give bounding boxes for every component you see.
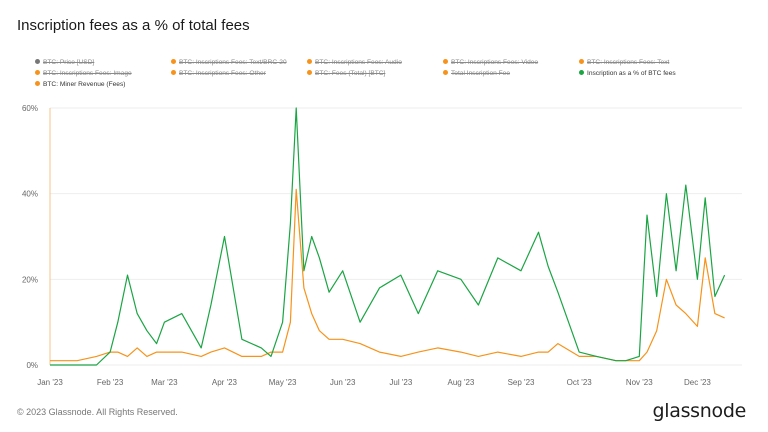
legend-dot-icon	[443, 69, 448, 75]
x-tick-label: May '23	[269, 378, 297, 387]
legend-dot-icon	[35, 58, 40, 64]
legend-item[interactable]: BTC: Price [USD]	[35, 58, 94, 68]
y-tick-label: 60%	[22, 104, 38, 113]
x-tick-label: Dec '23	[684, 378, 711, 387]
brand-logo[interactable]: glassnode	[652, 400, 747, 422]
x-tick-label: Jun '23	[330, 378, 356, 387]
y-tick-label: 0%	[26, 361, 38, 370]
legend-label: BTC: Miner Revenue (Fees)	[43, 81, 126, 88]
legend-dot-icon	[35, 80, 40, 86]
legend-item[interactable]: BTC: Miner Revenue (Fees)	[35, 80, 125, 90]
legend-item[interactable]: BTC: Inscriptions Fees: Text	[579, 58, 669, 68]
legend-dot-icon	[171, 69, 176, 75]
legend-item[interactable]: Inscription as a % of BTC fees	[579, 69, 676, 79]
legend-label: BTC: Inscriptions Fees: Video	[451, 59, 539, 66]
legend-label: BTC: Inscriptions Fees: Text/BRC-20	[179, 59, 287, 66]
legend-label: Inscription as a % of BTC fees	[587, 70, 676, 77]
legend-item[interactable]: BTC: Fees (Total) [BTC]	[307, 69, 385, 79]
x-tick-label: Sep '23	[508, 378, 535, 387]
legend: BTC: Price [USD] BTC: Inscriptions Fees: …	[35, 58, 755, 94]
y-tick-label: 20%	[22, 275, 38, 284]
x-tick-label: Aug '23	[447, 378, 474, 387]
legend-label: BTC: Inscriptions Fees: Other	[179, 70, 266, 77]
x-tick-label: Jul '23	[389, 378, 412, 387]
legend-item[interactable]: BTC: Inscriptions Fees: Image	[35, 69, 132, 79]
legend-item[interactable]: Total Inscription Fee	[443, 69, 510, 79]
legend-dot-icon	[171, 58, 176, 64]
legend-dot-icon	[579, 69, 584, 75]
legend-label: Total Inscription Fee	[451, 70, 511, 77]
legend-item[interactable]: BTC: Inscriptions Fees: Video	[443, 58, 538, 68]
series-line	[50, 188, 725, 362]
legend-dot-icon	[307, 69, 312, 75]
legend-dot-icon	[579, 58, 584, 64]
x-tick-label: Mar '23	[151, 378, 178, 387]
legend-dot-icon	[307, 58, 312, 64]
legend-item[interactable]: BTC: Inscriptions Fees: Audio	[307, 58, 402, 68]
legend-item[interactable]: BTC: Inscriptions Fees: Other	[171, 69, 266, 79]
y-tick-label: 40%	[22, 190, 38, 199]
chart-title: Inscription fees as a % of total fees	[17, 17, 250, 34]
x-tick-label: Nov '23	[626, 378, 653, 387]
x-tick-label: Jan '23	[37, 378, 63, 387]
series-line	[50, 107, 726, 366]
legend-item[interactable]: BTC: Inscriptions Fees: Text/BRC-20	[171, 58, 287, 68]
legend-dot-icon	[35, 69, 40, 75]
x-tick-label: Feb '23	[97, 378, 124, 387]
legend-label: BTC: Inscriptions Fees: Image	[43, 70, 132, 77]
legend-dot-icon	[443, 58, 448, 64]
legend-label: BTC: Fees (Total) [BTC]	[315, 70, 386, 77]
legend-label: BTC: Price [USD]	[43, 59, 95, 66]
copyright-text: © 2023 Glassnode. All Rights Reserved.	[17, 407, 178, 417]
legend-label: BTC: Inscriptions Fees: Audio	[315, 59, 402, 66]
legend-label: BTC: Inscriptions Fees: Text	[587, 59, 670, 66]
x-tick-label: Oct '23	[567, 378, 593, 387]
x-tick-label: Apr '23	[212, 378, 238, 387]
